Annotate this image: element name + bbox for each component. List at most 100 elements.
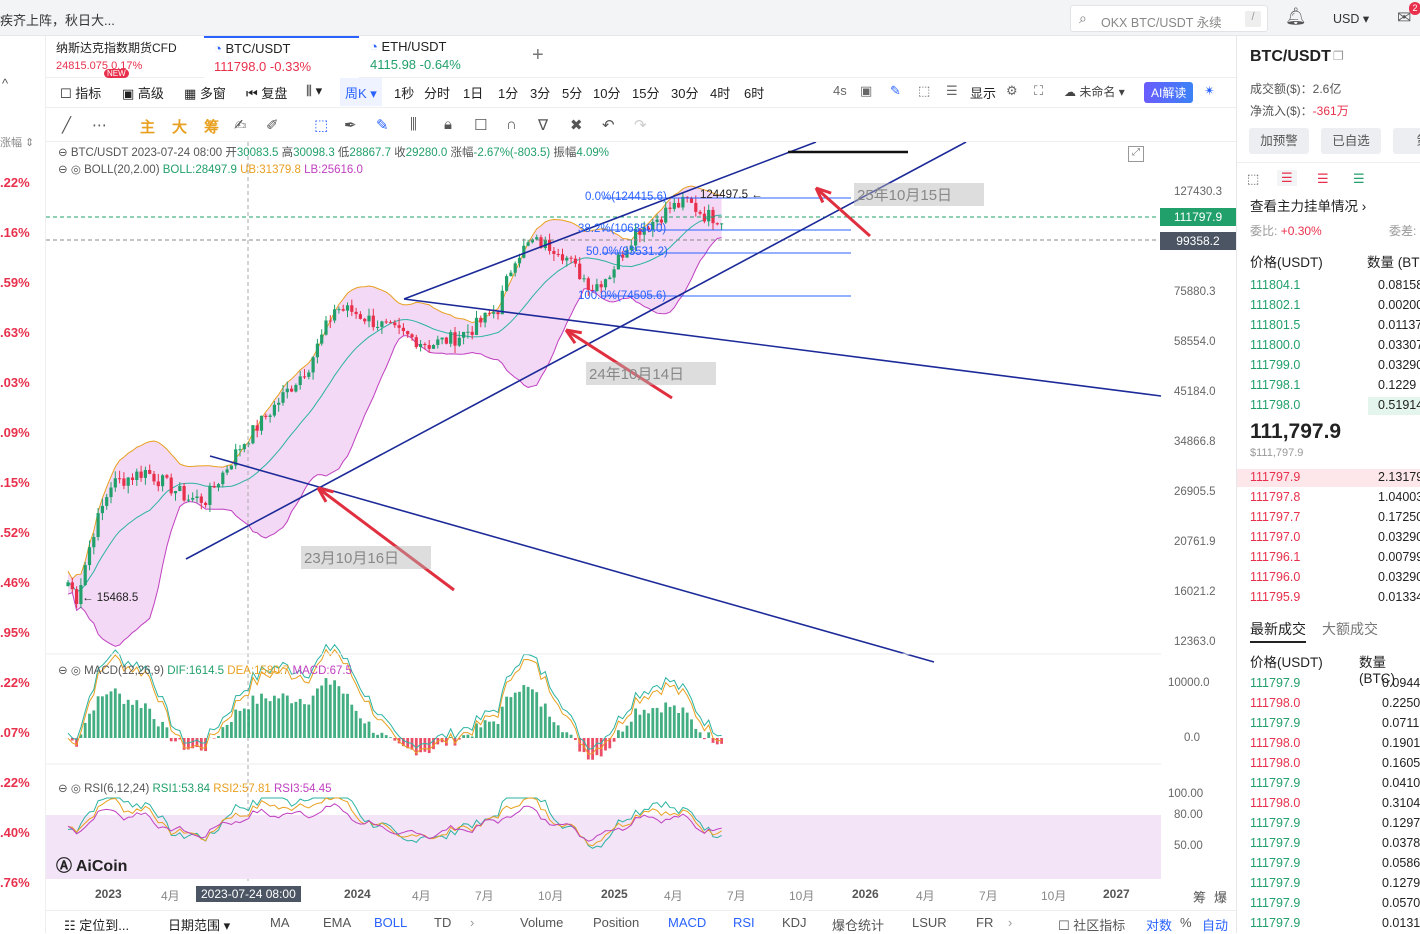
tab-btc[interactable]: ◔ BTC/USDT 111798.0 -0.33% bbox=[204, 36, 359, 78]
refresh-rate[interactable]: 4s bbox=[833, 83, 847, 98]
list-icon[interactable]: ☰ bbox=[946, 83, 958, 99]
display-button[interactable]: 显示 bbox=[970, 83, 996, 102]
interval-10[interactable]: 6时 bbox=[744, 83, 764, 102]
left-change-pct[interactable]: .46% bbox=[0, 575, 30, 590]
time-corner-1[interactable]: 筹 bbox=[1193, 887, 1206, 906]
line-tool-icon[interactable]: ╱ bbox=[62, 116, 71, 134]
overlay-td[interactable]: TD bbox=[434, 915, 451, 930]
date-label-2024[interactable]: 24年10月14日 bbox=[586, 362, 716, 385]
eye-icon[interactable]: ◎ bbox=[71, 783, 81, 795]
settings-icon[interactable]: ⚙ bbox=[1006, 83, 1018, 99]
hide-icon[interactable]: ⊖ bbox=[58, 665, 68, 677]
left-change-pct[interactable]: .15% bbox=[0, 475, 30, 490]
note-icon[interactable]: ☐ bbox=[474, 116, 487, 134]
interval-8[interactable]: 30分 bbox=[671, 83, 698, 102]
subchart-3[interactable]: RSI bbox=[733, 915, 755, 930]
advanced-button[interactable]: ▣ 高级 bbox=[122, 83, 164, 102]
interval-4[interactable]: 3分 bbox=[530, 83, 550, 102]
left-change-pct[interactable]: .22% bbox=[0, 175, 30, 190]
hide-icon[interactable]: ⊖ bbox=[58, 164, 68, 176]
main-orders-link[interactable]: 查看主力挂单情况 › bbox=[1250, 195, 1366, 215]
auto-toggle[interactable]: 自动 bbox=[1202, 915, 1228, 934]
subchart-6[interactable]: LSUR bbox=[912, 915, 947, 930]
community-indicator-button[interactable]: ☐ 社区指标 bbox=[1058, 915, 1125, 934]
chevron-right-icon[interactable]: › bbox=[470, 915, 474, 930]
left-change-pct[interactable]: .03% bbox=[0, 375, 30, 390]
marquee-text[interactable]: 疾齐上阵，秋日大... bbox=[0, 10, 115, 29]
interval-6[interactable]: 10分 bbox=[593, 83, 620, 102]
left-change-pct[interactable]: .07% bbox=[0, 725, 30, 740]
filter-icon[interactable]: ∇ bbox=[538, 116, 548, 134]
eye-icon[interactable]: ◎ bbox=[71, 665, 81, 677]
hide-icon[interactable]: ⊖ bbox=[58, 783, 68, 795]
interval-3[interactable]: 1分 bbox=[498, 83, 518, 102]
date-range-button[interactable]: 日期范围 ▾ bbox=[168, 915, 230, 934]
fullscreen-icon[interactable]: ⛶ bbox=[1034, 83, 1043, 99]
interval-0[interactable]: 1秒 bbox=[394, 83, 414, 102]
subchart-5[interactable]: 爆仓统计 bbox=[832, 915, 884, 934]
indicator-button[interactable]: ☐ 指标 bbox=[60, 83, 101, 102]
left-change-pct[interactable]: .52% bbox=[0, 525, 30, 540]
highlighter-icon[interactable]: ✎ bbox=[376, 116, 389, 134]
goto-button[interactable]: ☷ 定位到... bbox=[64, 915, 129, 934]
subchart-0[interactable]: Volume bbox=[520, 915, 563, 930]
currency-select[interactable]: USD ▾ bbox=[1333, 11, 1369, 26]
chart-area[interactable]: ⊖ BTC/USDT 2023-07-24 08:00 开30083.5 高30… bbox=[46, 142, 1236, 882]
layout-list-icon[interactable]: ☰ bbox=[1353, 171, 1365, 187]
copy-icon[interactable]: ❐ bbox=[1333, 49, 1344, 63]
strategy-button[interactable]: 策 bbox=[1393, 128, 1420, 154]
search-input[interactable]: ⌕ OKX BTC/USDT 永续 / bbox=[1070, 5, 1268, 32]
overlay-boll[interactable]: BOLL bbox=[374, 915, 407, 930]
left-change-pct[interactable]: .76% bbox=[0, 875, 30, 890]
left-change-pct[interactable]: .63% bbox=[0, 325, 30, 340]
pencil-icon[interactable]: ✎ bbox=[890, 83, 901, 99]
chart-type-button[interactable]: ⫼ ▾ bbox=[306, 83, 322, 99]
edit-icon[interactable]: ✍ bbox=[234, 116, 247, 134]
tab-latest-trades[interactable]: 最新成交 bbox=[1250, 619, 1306, 643]
left-change-pct[interactable]: .22% bbox=[0, 775, 30, 790]
interval-7[interactable]: 15分 bbox=[632, 83, 659, 102]
select-icon[interactable]: ⬚ bbox=[314, 116, 328, 134]
chip-dist-button[interactable]: 筹 bbox=[204, 116, 219, 137]
eye-icon[interactable]: ◎ bbox=[71, 164, 81, 176]
replay-button[interactable]: ⏮ 复盘 bbox=[246, 83, 287, 102]
chevron-right-icon[interactable]: › bbox=[1008, 915, 1012, 930]
tab-large-trades[interactable]: 大额成交 bbox=[1322, 619, 1378, 639]
favorited-button[interactable]: 已自选 bbox=[1321, 128, 1381, 154]
redo-icon[interactable]: ↷ bbox=[634, 116, 647, 134]
trash-icon[interactable]: ✖ bbox=[570, 116, 583, 134]
hide-icon[interactable]: ⊖ bbox=[58, 147, 68, 159]
large-order-button[interactable]: 大 bbox=[172, 116, 187, 137]
ai-button[interactable]: AI解读 bbox=[1144, 82, 1193, 103]
more-icon[interactable]: ⋯ bbox=[92, 116, 107, 134]
left-change-pct[interactable]: .95% bbox=[0, 625, 30, 640]
add-tab-icon[interactable]: + bbox=[532, 44, 544, 67]
left-change-pct[interactable]: .16% bbox=[0, 225, 30, 240]
layout-both-icon[interactable]: ⬚ bbox=[1247, 171, 1259, 187]
layout-bids-icon[interactable]: ☰ bbox=[1317, 171, 1329, 187]
subchart-4[interactable]: KDJ bbox=[782, 915, 807, 930]
subchart-1[interactable]: Position bbox=[593, 915, 639, 930]
chevron-up-icon[interactable]: ^ bbox=[2, 76, 8, 91]
layout-asks-icon[interactable]: ☰ bbox=[1277, 170, 1297, 186]
share-icon[interactable]: ✴ bbox=[1204, 83, 1215, 99]
add-alert-button[interactable]: 加预警 bbox=[1249, 128, 1309, 154]
left-change-pct[interactable]: .22% bbox=[0, 675, 30, 690]
overlay-ema[interactable]: EMA bbox=[323, 915, 351, 930]
interval-9[interactable]: 4时 bbox=[710, 83, 730, 102]
subchart-7[interactable]: FR bbox=[976, 915, 993, 930]
sort-label[interactable]: 涨幅 ⇕ bbox=[0, 134, 34, 150]
subchart-2[interactable]: MACD bbox=[668, 915, 706, 930]
left-change-pct[interactable]: .09% bbox=[0, 425, 30, 440]
candles-icon[interactable]: ⫼ bbox=[410, 116, 417, 133]
pen-icon[interactable]: ✒ bbox=[344, 116, 357, 134]
